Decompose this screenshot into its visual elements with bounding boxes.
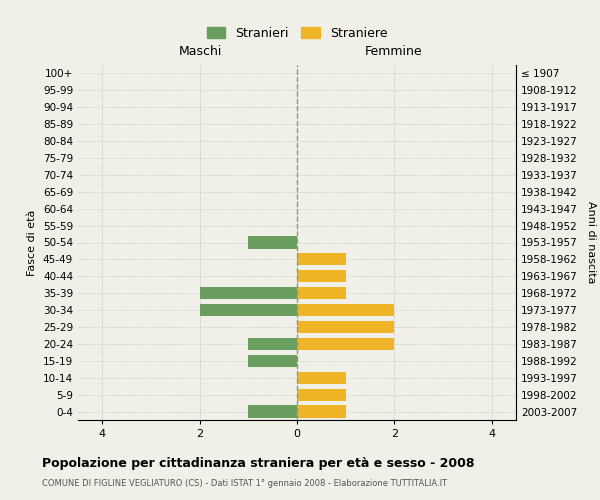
- Text: Femmine: Femmine: [365, 45, 422, 58]
- Legend: Stranieri, Straniere: Stranieri, Straniere: [202, 22, 392, 44]
- Text: Maschi: Maschi: [179, 45, 223, 58]
- Bar: [297, 304, 394, 316]
- Bar: [248, 406, 297, 417]
- Bar: [297, 270, 346, 282]
- Bar: [248, 354, 297, 367]
- Y-axis label: Anni di nascita: Anni di nascita: [586, 201, 596, 284]
- Bar: [297, 388, 346, 400]
- Text: COMUNE DI FIGLINE VEGLIATURO (CS) - Dati ISTAT 1° gennaio 2008 - Elaborazione TU: COMUNE DI FIGLINE VEGLIATURO (CS) - Dati…: [42, 479, 447, 488]
- Bar: [297, 287, 346, 300]
- Text: Popolazione per cittadinanza straniera per età e sesso - 2008: Popolazione per cittadinanza straniera p…: [42, 458, 475, 470]
- Bar: [200, 287, 297, 300]
- Y-axis label: Fasce di età: Fasce di età: [28, 210, 37, 276]
- Bar: [297, 372, 346, 384]
- Bar: [297, 338, 394, 350]
- Bar: [297, 254, 346, 266]
- Bar: [200, 304, 297, 316]
- Bar: [248, 236, 297, 248]
- Bar: [297, 321, 394, 333]
- Bar: [297, 406, 346, 417]
- Bar: [248, 338, 297, 350]
